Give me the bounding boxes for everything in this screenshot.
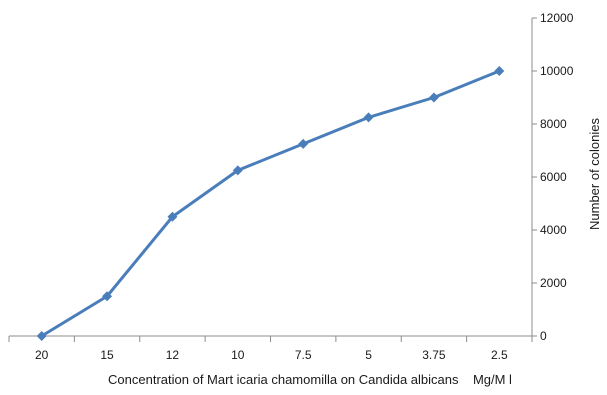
y-tick-label: 6000 xyxy=(540,170,567,184)
data-point-marker xyxy=(363,112,374,123)
data-point-marker xyxy=(232,165,243,176)
x-tick-label: 5 xyxy=(365,348,372,362)
data-point-marker xyxy=(298,138,309,149)
x-tick-label: 15 xyxy=(100,348,114,362)
x-tick-label: 2.5 xyxy=(491,348,508,362)
y-tick-label: 2000 xyxy=(540,276,567,290)
data-point-marker xyxy=(428,92,439,103)
data-point-marker xyxy=(102,291,113,302)
y-tick-label: 8000 xyxy=(540,117,567,131)
y-tick-label: 12000 xyxy=(540,11,574,25)
data-point-marker xyxy=(494,66,505,76)
y-tick-label: 4000 xyxy=(540,223,567,237)
data-point-marker xyxy=(36,331,47,341)
y-axis-title: Number of colonies xyxy=(587,118,602,230)
y-tick-label: 0 xyxy=(540,329,547,343)
y-tick-labels: 0 2000 4000 6000 8000 10000 12000 xyxy=(540,11,574,343)
x-axis-title: Concentration of Mart icaria chamomilla … xyxy=(108,372,512,387)
x-tick-label: 20 xyxy=(35,348,49,362)
y-tick-label: 10000 xyxy=(540,64,574,78)
chart-series xyxy=(36,66,505,341)
x-tick-label: 10 xyxy=(231,348,245,362)
x-tick-label: 12 xyxy=(166,348,180,362)
data-point-marker xyxy=(167,211,178,222)
chart-axes xyxy=(8,17,537,342)
x-tick-labels: 20 15 12 10 7.5 5 3.75 2.5 xyxy=(35,348,508,362)
series-line xyxy=(40,69,500,338)
x-tick-label: 7.5 xyxy=(295,348,312,362)
x-tick-label: 3.75 xyxy=(422,348,446,362)
